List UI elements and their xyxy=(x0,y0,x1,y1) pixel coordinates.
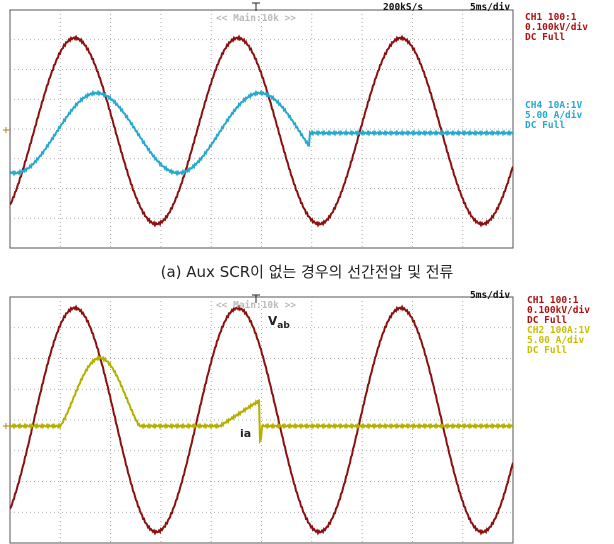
ch1-label: DC Full xyxy=(525,32,565,43)
ch2-label: DC Full xyxy=(527,345,567,356)
scope-header: << Main:10k >> xyxy=(216,13,296,24)
page: << Main:10k >> 200kS/s 5ms/div CH1 100:1… xyxy=(0,0,614,544)
caption: (a) Aux SCR이 없는 경우의 선간전압 및 전류 xyxy=(161,263,454,281)
timebase: 5ms/div xyxy=(470,290,510,301)
vab-sub: ab xyxy=(277,321,290,331)
timebase: 5ms/div xyxy=(470,2,510,13)
ground-marker xyxy=(3,127,10,429)
figure: << Main:10k >> 200kS/s 5ms/div CH1 100:1… xyxy=(0,0,614,544)
ch4-label: DC Full xyxy=(525,120,565,131)
ia-label: ia xyxy=(240,427,251,440)
sample-rate: 200kS/s xyxy=(383,2,423,13)
scope-header: << Main:10k >> xyxy=(216,300,296,311)
